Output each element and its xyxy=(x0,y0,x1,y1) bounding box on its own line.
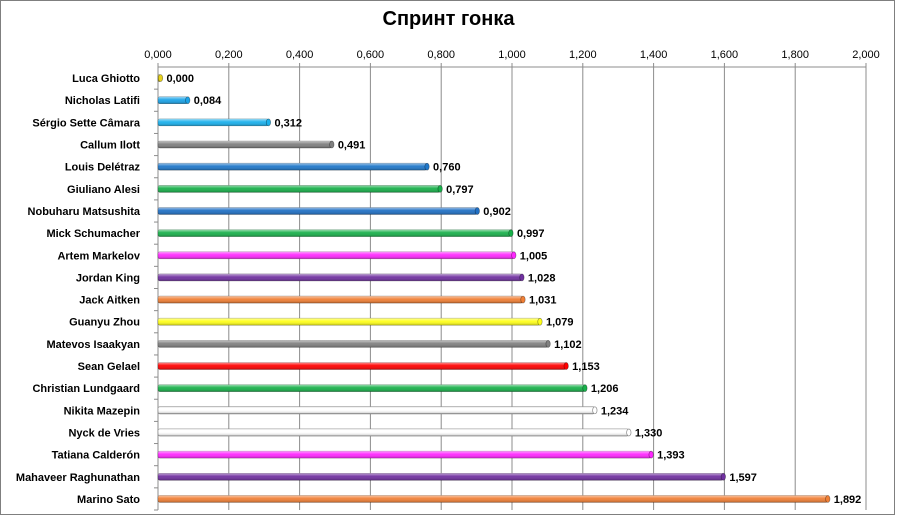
category-label: Tatiana Calderón xyxy=(52,450,141,462)
bar-shine xyxy=(158,318,540,326)
x-tick-label: 2,000 xyxy=(852,49,880,61)
data-label: 1,330 xyxy=(635,427,663,439)
data-label: 1,028 xyxy=(528,272,556,284)
data-label: 1,234 xyxy=(601,405,629,417)
bar-shine xyxy=(158,185,441,193)
category-label: Guanyu Zhou xyxy=(69,317,140,329)
chart-title: Спринт гонка xyxy=(382,8,515,30)
data-label: 0,084 xyxy=(194,95,222,107)
bar-end-cap xyxy=(545,340,551,348)
x-tick-label: 0,800 xyxy=(427,49,455,61)
category-label: Luca Ghiotto xyxy=(72,73,140,85)
category-label: Nobuharu Matsushita xyxy=(28,206,141,218)
bar-end-cap xyxy=(511,251,517,260)
category-label: Jordan King xyxy=(76,272,140,284)
category-label: Sean Gelael xyxy=(78,361,140,373)
bar-shine xyxy=(158,451,652,459)
category-label: Nyck de Vries xyxy=(68,427,140,439)
bar-end-cap xyxy=(424,162,430,171)
bar-end-cap xyxy=(563,362,569,370)
category-label: Marino Sato xyxy=(77,494,140,506)
bar-end-cap xyxy=(519,273,525,282)
data-label: 1,206 xyxy=(591,383,619,395)
data-label: 1,153 xyxy=(572,361,600,373)
bar-shine xyxy=(158,141,332,149)
bar-shine xyxy=(158,340,549,348)
bar-end-cap xyxy=(185,96,191,105)
data-label: 1,393 xyxy=(657,450,685,462)
x-tick-label: 1,200 xyxy=(569,49,597,61)
bar-end-cap xyxy=(474,207,480,215)
category-label: Mick Schumacher xyxy=(46,228,140,240)
bar-end-cap xyxy=(508,229,514,237)
bar-shine xyxy=(158,251,514,259)
bar-end-cap xyxy=(648,450,654,459)
bar-end-cap xyxy=(537,317,543,326)
data-label: 1,892 xyxy=(834,494,862,506)
data-label: 1,031 xyxy=(529,295,557,307)
data-label: 0,491 xyxy=(338,140,366,152)
bar-end-cap xyxy=(592,406,598,415)
bar-end-cap xyxy=(157,74,164,82)
x-tick-label: 0,400 xyxy=(286,49,314,61)
x-tick-label: 0,200 xyxy=(215,49,243,61)
bar-end-cap xyxy=(825,495,831,503)
category-label: Louis Delétraz xyxy=(65,162,141,174)
bar-end-cap xyxy=(437,184,443,193)
bar-shine xyxy=(158,207,478,215)
data-label: 0,000 xyxy=(167,73,195,85)
bar-shine xyxy=(158,296,523,304)
bar-shine xyxy=(158,428,629,436)
category-label: Mahaveer Raghunathan xyxy=(16,472,140,484)
category-label: Giuliano Alesi xyxy=(67,184,140,196)
bar-shine xyxy=(158,229,511,237)
bar-end-cap xyxy=(329,140,335,149)
bar-shine xyxy=(158,406,595,414)
data-label: 1,005 xyxy=(520,250,548,262)
x-tick-label: 1,800 xyxy=(781,49,809,61)
data-label: 0,797 xyxy=(446,184,474,196)
bar-end-cap xyxy=(720,472,726,481)
bar-end-cap xyxy=(582,384,588,393)
data-label: 0,760 xyxy=(433,162,461,174)
x-tick-label: 1,000 xyxy=(498,49,526,61)
bar-shine xyxy=(158,495,828,503)
bar-shine xyxy=(158,384,585,392)
data-label: 0,902 xyxy=(483,206,511,218)
data-label: 0,997 xyxy=(517,228,545,240)
data-label: 1,597 xyxy=(729,472,757,484)
bar-shine xyxy=(158,362,567,370)
bar-shine xyxy=(158,473,724,481)
category-label: Sérgio Sette Câmara xyxy=(32,117,140,129)
category-label: Matevos Isaakyan xyxy=(46,339,140,351)
bar-end-cap xyxy=(265,118,271,127)
category-label: Christian Lundgaard xyxy=(32,383,140,395)
data-label: 0,312 xyxy=(274,117,302,129)
category-label: Nicholas Latifi xyxy=(65,95,140,107)
x-tick-label: 0,000 xyxy=(144,49,172,61)
bar-shine xyxy=(158,118,269,126)
x-tick-label: 1,600 xyxy=(711,49,739,61)
bar-end-cap xyxy=(626,428,632,437)
category-label: Artem Markelov xyxy=(57,250,140,262)
category-label: Callum Ilott xyxy=(80,140,140,152)
bar-shine xyxy=(158,273,522,281)
data-label: 1,079 xyxy=(546,317,574,329)
bar-shine xyxy=(158,96,188,104)
bar-end-cap xyxy=(520,295,526,304)
category-label: Nikita Mazepin xyxy=(64,405,141,417)
data-label: 1,102 xyxy=(554,339,582,351)
x-tick-label: 0,600 xyxy=(357,49,385,61)
x-tick-label: 1,400 xyxy=(640,49,668,61)
category-label: Jack Aitken xyxy=(79,295,140,307)
bar-shine xyxy=(158,163,428,171)
